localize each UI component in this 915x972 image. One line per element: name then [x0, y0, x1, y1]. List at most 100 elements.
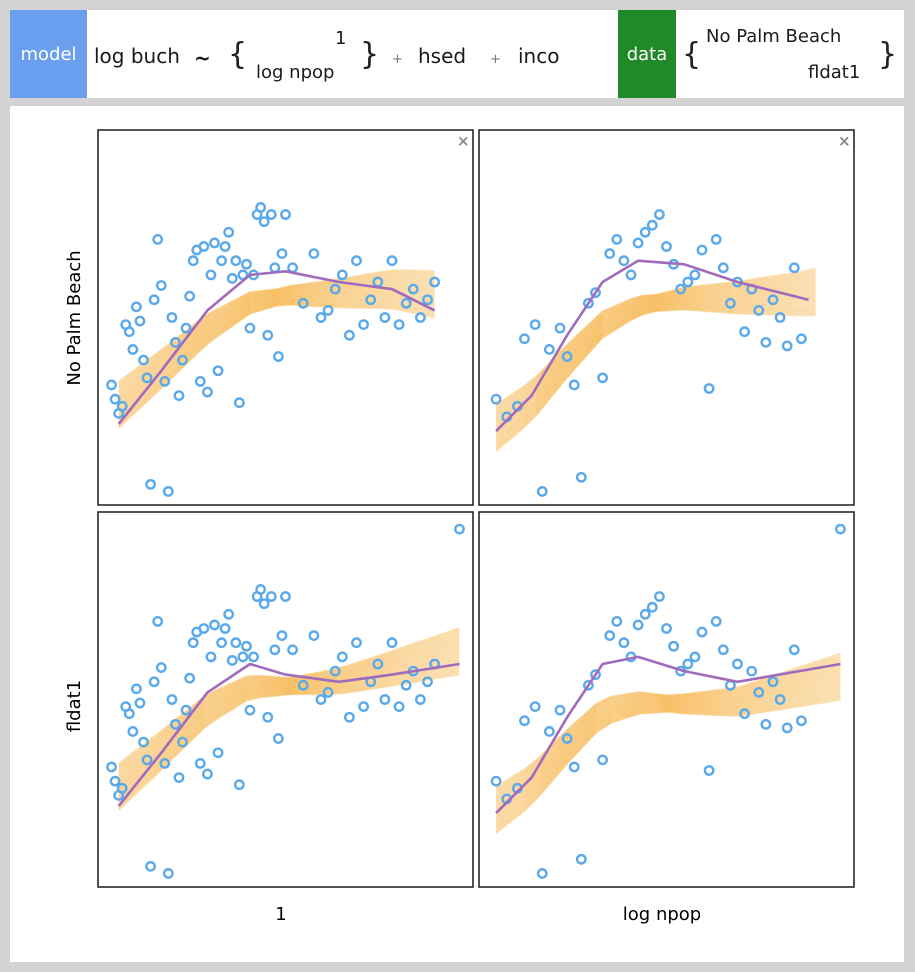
data-point	[835, 523, 846, 535]
data-point	[262, 329, 274, 341]
fit-band-line	[495, 275, 816, 414]
fit-band-line	[118, 276, 435, 391]
fit-band-line	[118, 293, 435, 411]
fit-band-line	[495, 308, 816, 452]
data-point	[414, 694, 426, 705]
data-point	[696, 626, 708, 638]
fit-band-line	[118, 291, 435, 409]
fit-band-line	[495, 292, 816, 431]
right-brace-icon: }	[878, 37, 898, 72]
fit-band-line	[118, 667, 460, 805]
data-point	[639, 226, 651, 238]
data-point	[141, 754, 153, 766]
fit-band-line	[118, 634, 460, 772]
fit-band-line	[495, 673, 841, 808]
data-point	[201, 768, 213, 780]
fit-band-line	[495, 657, 841, 792]
term-inco[interactable]: inco	[518, 44, 560, 68]
fit-band-line	[495, 695, 841, 831]
data-point	[173, 390, 185, 401]
response-variable[interactable]: log buch	[94, 44, 180, 68]
fit-band-line	[495, 291, 816, 430]
data-point	[272, 351, 284, 362]
data-point	[194, 375, 206, 387]
fit-band-line	[118, 661, 460, 799]
fit-band-line	[118, 289, 435, 407]
data-point	[454, 523, 465, 535]
data-point	[233, 397, 245, 409]
row-label: No Palm Beach	[64, 250, 85, 385]
data-point	[226, 273, 238, 284]
data-point	[155, 662, 167, 673]
term-1[interactable]: 1	[335, 28, 347, 49]
data-point	[148, 676, 160, 688]
data-point	[315, 312, 327, 323]
fit-band-line	[495, 302, 816, 440]
data-point	[131, 683, 142, 695]
fit-band-line	[495, 297, 816, 436]
data-point	[219, 623, 231, 634]
data-point	[205, 269, 217, 281]
term-log-npop[interactable]: log npop	[256, 62, 335, 83]
data-point	[529, 319, 541, 331]
data-point	[287, 644, 298, 656]
fit-band-line	[118, 653, 460, 791]
close-icon[interactable]: ×	[457, 132, 470, 150]
dataset-fldat1[interactable]: fldat1	[808, 62, 861, 83]
fit-band-line	[118, 649, 460, 787]
facet-frame	[478, 511, 855, 888]
data-point	[767, 294, 779, 306]
data-point	[568, 379, 580, 391]
data-point	[241, 258, 252, 270]
data-point	[276, 630, 288, 641]
data-point	[753, 687, 765, 698]
fit-band-line	[118, 297, 435, 416]
data-point	[351, 637, 362, 649]
data-point	[173, 772, 185, 783]
fit-band-line	[118, 631, 460, 769]
fit-band-line	[495, 294, 816, 432]
data-point	[265, 591, 277, 602]
data-point	[116, 782, 128, 794]
column-label: 1	[275, 904, 286, 925]
fit-band-line	[495, 283, 816, 421]
data-point	[400, 297, 412, 309]
data-point	[393, 319, 405, 331]
data-point	[219, 241, 231, 252]
right-brace-icon: }	[360, 37, 380, 72]
column-label: log npop	[623, 904, 701, 925]
data-point	[269, 644, 281, 656]
data-point	[372, 658, 384, 670]
model-chip-label: model	[20, 43, 77, 65]
fit-band-line	[495, 290, 816, 428]
term-hsed[interactable]: hsed	[418, 44, 467, 68]
data-point	[689, 269, 701, 281]
plot-grid: No Palm Beach fldat1 1 log npop × ×	[64, 129, 855, 925]
data-point	[618, 255, 630, 267]
data-point	[703, 383, 715, 394]
fit-band-line	[118, 654, 460, 792]
data-point	[315, 694, 327, 705]
close-icon[interactable]: ×	[838, 132, 851, 150]
fit-band-line	[118, 298, 435, 417]
facet-1: ×	[97, 129, 474, 506]
fit-band-line	[495, 670, 841, 806]
data-point	[519, 333, 530, 345]
data-point	[233, 779, 245, 791]
data-point	[322, 304, 334, 316]
fit-band-line	[118, 274, 435, 389]
fit-band-line	[495, 664, 841, 800]
data-point	[760, 718, 772, 730]
data-point	[127, 344, 139, 355]
model-chip[interactable]: model	[10, 10, 87, 98]
data-point	[646, 601, 658, 613]
data-point	[767, 676, 779, 688]
data-point	[141, 372, 153, 384]
dataset-no-palm-beach[interactable]: No Palm Beach	[706, 26, 842, 47]
data-point	[654, 209, 665, 220]
data-chip[interactable]: data	[618, 10, 676, 98]
data-point	[788, 644, 800, 656]
data-point	[760, 336, 772, 348]
fit-band-line	[495, 676, 841, 812]
fit-band-line	[118, 302, 435, 425]
